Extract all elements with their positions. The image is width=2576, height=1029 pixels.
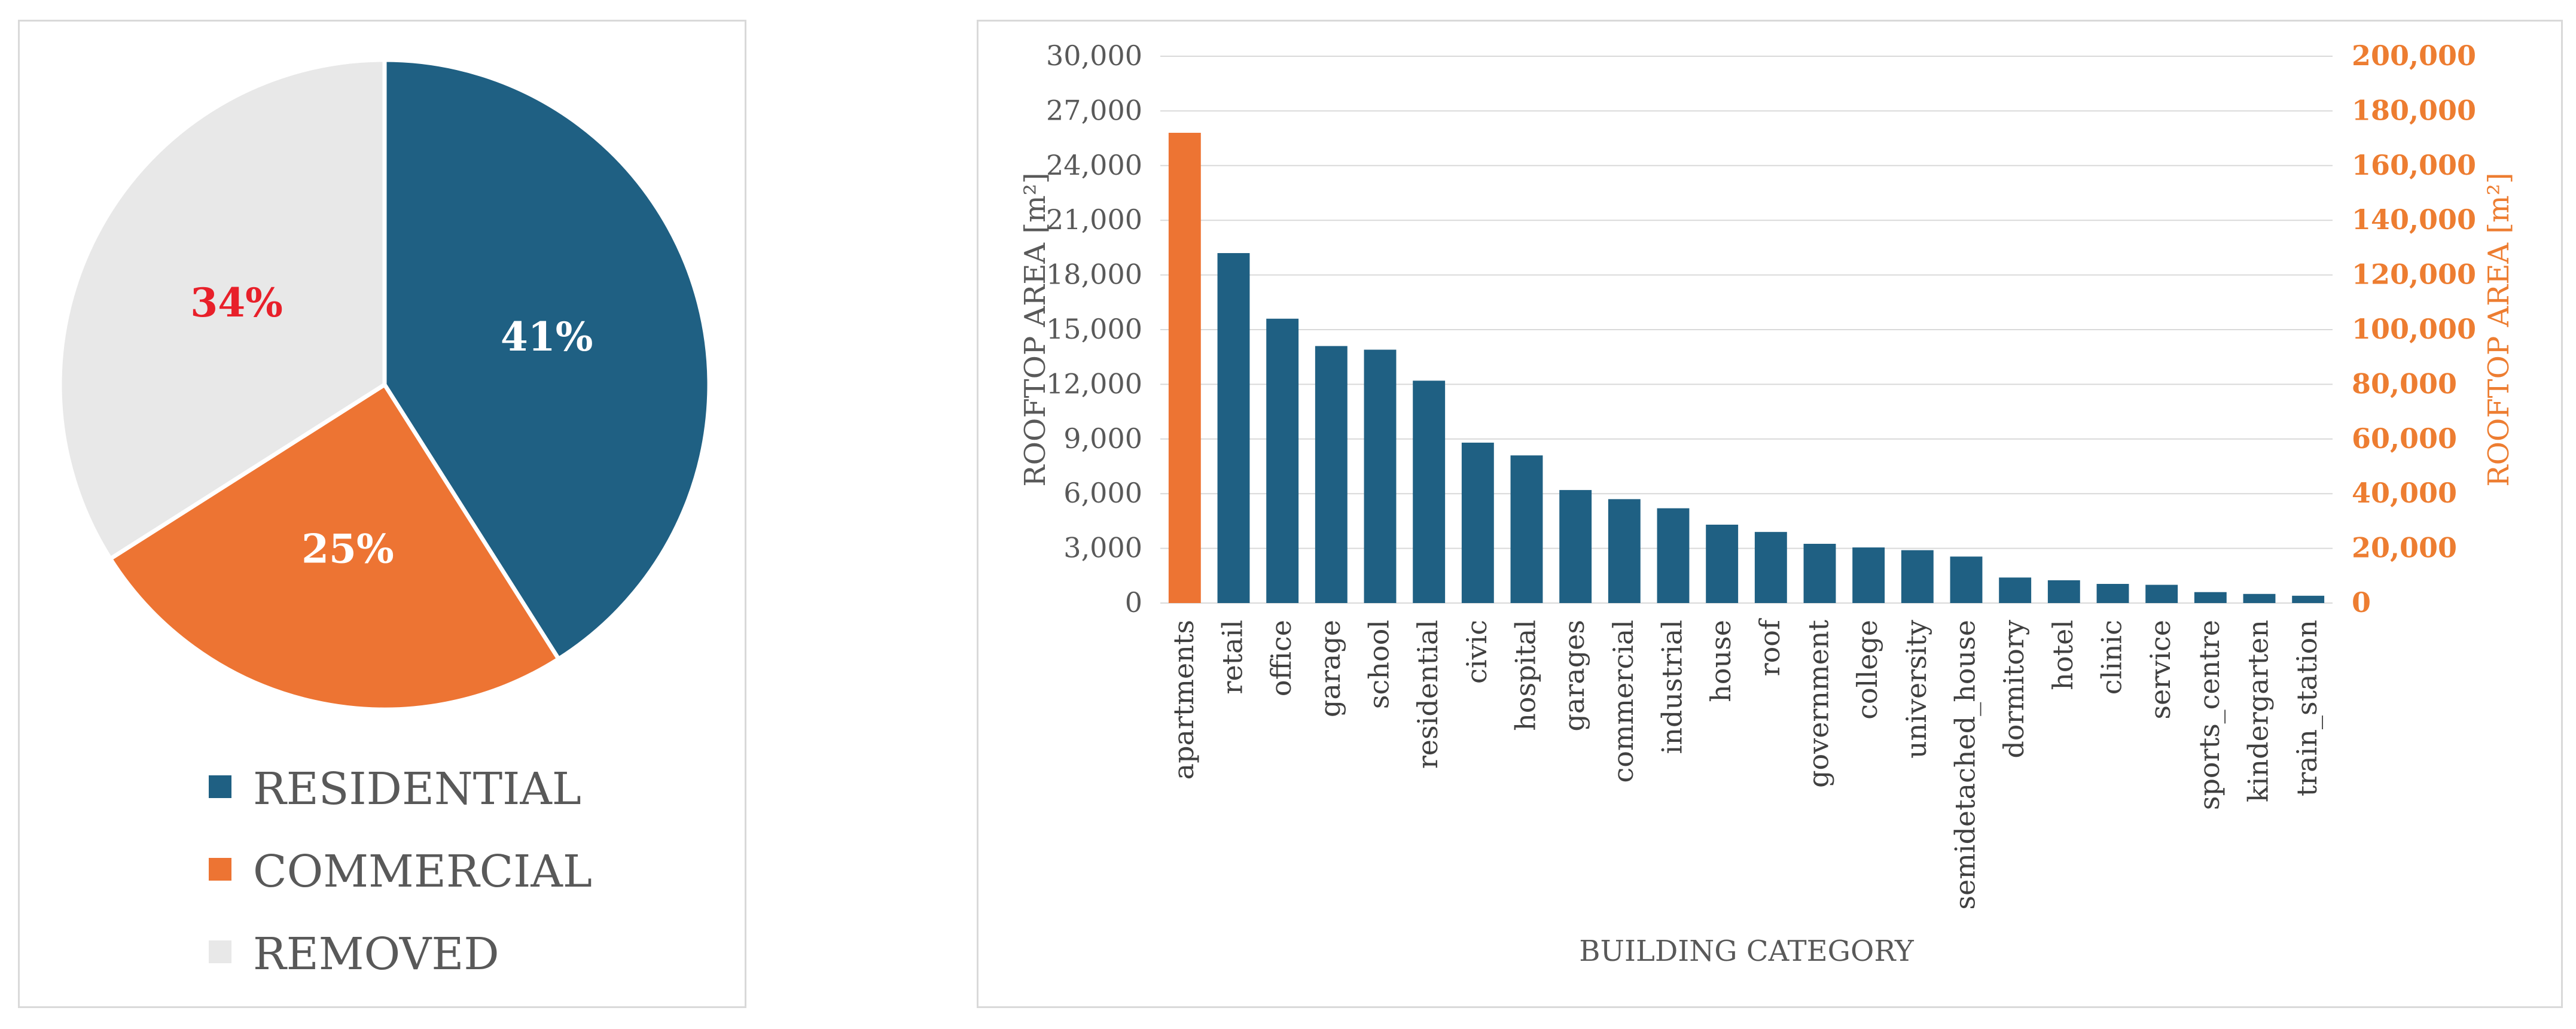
bar-hospital bbox=[1510, 455, 1543, 603]
y-left-tick-label: 27,000 bbox=[1046, 94, 1142, 126]
y-axis-right-title: ROOFTOP AREA [m²] bbox=[2482, 172, 2516, 486]
bar-college bbox=[1852, 547, 1885, 603]
bar-commercial bbox=[1608, 499, 1641, 603]
bar-retail bbox=[1217, 253, 1250, 603]
bar-service bbox=[2145, 584, 2178, 603]
bar-semidetached-house bbox=[1950, 556, 1983, 603]
y-left-tick-label: 0 bbox=[1125, 586, 1142, 619]
x-tick-label-clinic: clinic bbox=[2096, 620, 2128, 695]
x-tick-label-college: college bbox=[1851, 620, 1883, 720]
legend-label-commercial: COMMERCIAL bbox=[253, 846, 592, 897]
y-right-tick-label: 20,000 bbox=[2352, 532, 2457, 564]
x-tick-label-retail: retail bbox=[1217, 620, 1249, 695]
bar-sports-centre bbox=[2194, 592, 2227, 603]
y-right-tick-label: 120,000 bbox=[2352, 258, 2476, 291]
legend-swatch-removed bbox=[209, 940, 231, 963]
y-right-tick-label: 200,000 bbox=[2352, 39, 2476, 72]
x-tick-label-roof: roof bbox=[1754, 618, 1786, 676]
bar-industrial bbox=[1657, 508, 1690, 603]
x-tick-label-hospital: hospital bbox=[1510, 620, 1542, 731]
legend-swatch-residential bbox=[209, 775, 231, 798]
x-tick-label-government: government bbox=[1803, 619, 1835, 787]
x-tick-label-school: school bbox=[1363, 620, 1395, 709]
pie-label-removed: 34% bbox=[190, 279, 283, 326]
y-left-tick-label: 30,000 bbox=[1046, 39, 1142, 72]
bar-roof bbox=[1754, 532, 1787, 603]
pie-slice-commercial bbox=[107, 382, 562, 712]
x-tick-label-train-station: train_station bbox=[2291, 620, 2323, 796]
bar-dormitory bbox=[1999, 577, 2032, 603]
pie-chart-panel: 41% 25% 34% RESIDENTIAL COMMERCIAL REMOVED bbox=[18, 20, 746, 1008]
bar-residential bbox=[1413, 380, 1446, 603]
bar-civic bbox=[1461, 442, 1494, 603]
bar-apartments bbox=[1168, 132, 1201, 603]
bar-clinic bbox=[2096, 584, 2129, 603]
x-tick-label-kindergarten: kindergarten bbox=[2242, 620, 2275, 802]
x-tick-label-office: office bbox=[1265, 620, 1297, 696]
bar-train-station bbox=[2292, 595, 2325, 603]
x-tick-label-apartments: apartments bbox=[1167, 620, 1200, 780]
bar-garage bbox=[1315, 346, 1348, 603]
y-left-tick-label: 3,000 bbox=[1063, 532, 1142, 564]
x-tick-label-house: house bbox=[1705, 620, 1737, 702]
y-right-tick-label: 100,000 bbox=[2352, 313, 2476, 345]
x-tick-label-residential: residential bbox=[1412, 620, 1444, 769]
pie-label-residential: 41% bbox=[501, 313, 593, 360]
legend-label-removed: REMOVED bbox=[253, 928, 499, 980]
bar-garages bbox=[1559, 490, 1592, 603]
pie-label-commercial: 25% bbox=[301, 526, 394, 573]
x-tick-label-industrial: industrial bbox=[1656, 620, 1688, 754]
y-right-tick-label: 40,000 bbox=[2352, 477, 2457, 509]
legend-swatch-commercial bbox=[209, 858, 231, 881]
bar-university bbox=[1901, 550, 1934, 603]
bar-hotel bbox=[2047, 580, 2080, 603]
y-left-tick-label: 9,000 bbox=[1063, 422, 1142, 455]
bar-chart-panel: 0 0 3,000 20,000 6,000 40,000 9,000 60,000 12,00… bbox=[977, 20, 2563, 1008]
x-tick-label-garages: garages bbox=[1558, 620, 1590, 732]
y-left-tick-label: 6,000 bbox=[1063, 477, 1142, 509]
bar-government bbox=[1803, 543, 1836, 603]
y-left-tick-label: 12,000 bbox=[1046, 367, 1142, 400]
x-tick-label-semidetached-house: semidetached_house bbox=[1949, 620, 1981, 910]
y-right-tick-label: 80,000 bbox=[2352, 367, 2457, 400]
bar-kindergarten bbox=[2243, 593, 2276, 603]
bar-office bbox=[1266, 318, 1299, 603]
pie-chart: 41% 25% 34% RESIDENTIAL COMMERCIAL REMOVED bbox=[57, 57, 712, 980]
y-right-tick-label: 160,000 bbox=[2352, 149, 2476, 181]
x-tick-label-garage: garage bbox=[1314, 620, 1346, 717]
y-left-tick-label: 24,000 bbox=[1046, 149, 1142, 181]
bar-chart: 0 0 3,000 20,000 6,000 40,000 9,000 60,000 12,00… bbox=[1019, 39, 2516, 968]
y-right-tick-label: 140,000 bbox=[2352, 203, 2476, 236]
bar-school bbox=[1364, 349, 1397, 603]
y-left-tick-label: 18,000 bbox=[1046, 258, 1142, 291]
y-right-tick-label: 180,000 bbox=[2352, 94, 2476, 126]
y-axis-left-title: ROOFTOP AREA [m²] bbox=[1019, 172, 1052, 486]
y-left-tick-label: 15,000 bbox=[1046, 313, 1142, 345]
y-right-tick-label: 0 bbox=[2352, 586, 2371, 619]
y-right-tick-label: 60,000 bbox=[2352, 422, 2457, 455]
x-tick-label-sports-centre: sports_centre bbox=[2193, 620, 2226, 810]
x-tick-label-civic: civic bbox=[1461, 620, 1493, 684]
x-tick-label-dormitory: dormitory bbox=[1998, 620, 2030, 759]
x-tick-label-service: service bbox=[2144, 620, 2176, 720]
legend-label-residential: RESIDENTIAL bbox=[253, 763, 581, 815]
bar-house bbox=[1706, 524, 1739, 603]
x-tick-label-commercial: commercial bbox=[1607, 620, 1639, 783]
x-tick-label-hotel: hotel bbox=[2047, 620, 2079, 690]
pie-slice-removed bbox=[57, 57, 387, 562]
x-tick-label-university: university bbox=[1900, 620, 1932, 759]
y-left-tick-label: 21,000 bbox=[1046, 203, 1142, 236]
x-axis-title: BUILDING CATEGORY bbox=[1579, 934, 1915, 968]
